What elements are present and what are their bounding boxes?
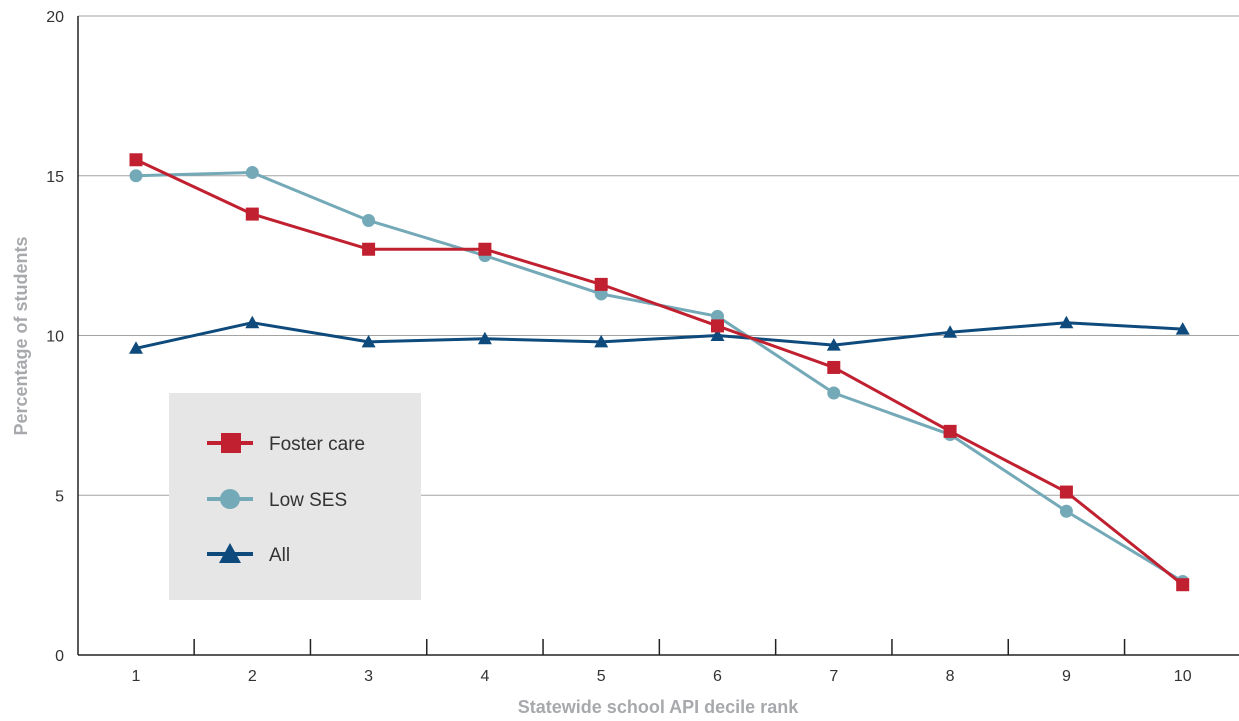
y-tick-label: 10 [46, 329, 64, 346]
legend-item-all: All [207, 543, 290, 566]
y-tick-label: 5 [55, 488, 64, 505]
y-tick-label: 0 [55, 648, 64, 665]
data-point-all [1059, 315, 1074, 329]
legend: Foster care Low SES All [169, 393, 421, 600]
legend-label: Foster care [269, 434, 365, 455]
series-foster-care [129, 153, 1190, 592]
legend-label: Low SES [269, 490, 347, 511]
x-tick-label: 3 [364, 668, 373, 685]
series-line-all [135, 321, 1183, 350]
data-point-all [943, 325, 958, 338]
y-tick-label: 20 [46, 9, 64, 26]
x-tick-label: 7 [829, 668, 838, 685]
data-point-all [477, 331, 492, 345]
data-point-foster-care [129, 153, 143, 167]
data-point-all [826, 338, 841, 351]
data-point-all [594, 334, 609, 348]
x-axis-title: Statewide school API decile rank [518, 697, 799, 717]
data-point-all [129, 341, 143, 354]
x-tick-label: 1 [132, 668, 141, 685]
legend-marker-all [219, 543, 241, 563]
data-point-low-ses [129, 169, 143, 183]
data-point-foster-care [478, 242, 492, 256]
x-tick-label: 10 [1174, 668, 1192, 685]
series-group [129, 153, 1190, 592]
data-point-foster-care [245, 207, 259, 221]
data-point-foster-care [827, 360, 841, 374]
data-point-foster-care [943, 424, 957, 438]
legend-marker-foster-care [221, 433, 241, 453]
y-tick-label: 15 [46, 169, 64, 186]
data-point-all [361, 334, 376, 348]
x-tick-label: 6 [713, 668, 722, 685]
data-point-low-ses [827, 386, 841, 400]
data-point-low-ses [1059, 504, 1073, 518]
data-point-foster-care [594, 277, 608, 291]
data-point-all [1175, 322, 1190, 335]
y-axis-title: Percentage of students [11, 236, 31, 435]
data-point-foster-care [1176, 578, 1190, 592]
data-point-all [710, 328, 725, 341]
legend-item-low-ses: Low SES [207, 489, 347, 511]
x-tick-label: 2 [248, 668, 257, 685]
legend-marker-low-ses [220, 489, 240, 509]
x-tick-label: 5 [597, 668, 606, 685]
data-point-foster-care [1059, 485, 1073, 499]
legend-item-foster-care: Foster care [207, 433, 365, 455]
legend-box [169, 393, 421, 600]
grid-lines [78, 15, 1239, 496]
data-point-all [245, 315, 260, 329]
data-point-low-ses [245, 166, 259, 180]
series-line-foster-care [135, 158, 1184, 586]
series-all [129, 315, 1190, 354]
data-point-foster-care [711, 319, 724, 333]
data-point-foster-care [362, 242, 376, 256]
x-axis: 1 2 3 4 5 6 7 8 9 10 [78, 639, 1239, 685]
y-axis: 0 5 10 15 20 [46, 9, 79, 665]
data-point-low-ses [362, 213, 376, 227]
x-tick-label: 9 [1062, 668, 1071, 685]
x-tick-label: 4 [480, 668, 489, 685]
legend-label: All [269, 545, 290, 566]
x-tick-label: 8 [946, 668, 955, 685]
